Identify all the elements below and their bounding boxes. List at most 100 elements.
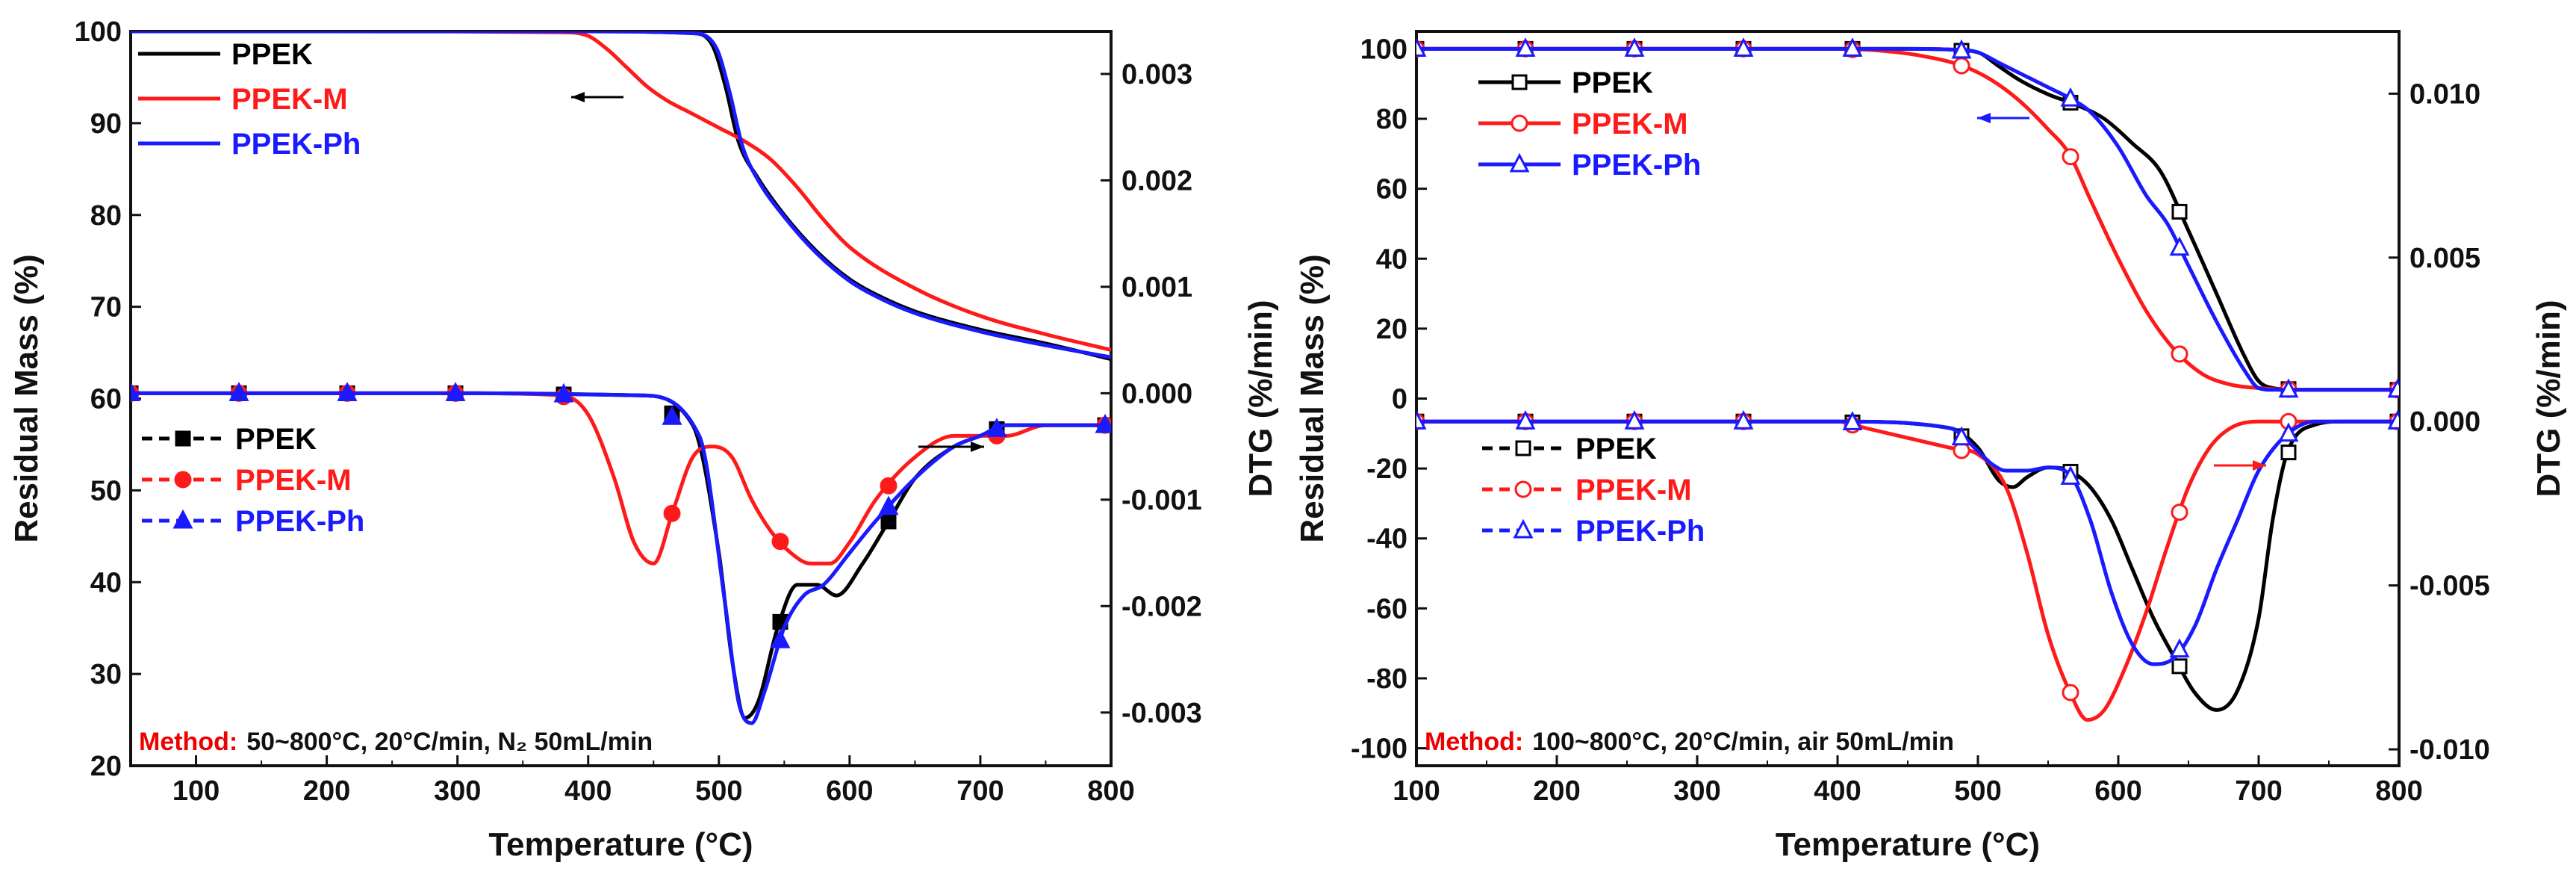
tg-marker-ppek-m: [2062, 148, 2079, 166]
tg-marker-ppek-ph: [1951, 39, 1972, 59]
legend-dtg: PPEK PPEK-M PPEK-Ph: [1482, 433, 1705, 548]
y-tick-label: 20: [1376, 314, 1407, 345]
tg-marker-ppek-ph: [1624, 37, 1645, 57]
dtg-marker-ppek-ph: [1733, 409, 1754, 430]
dtg-marker-ppek-ph: [1624, 409, 1645, 430]
tg-line-ppek: [1416, 46, 2399, 392]
x-tick-label: 800: [1087, 775, 1134, 807]
dtg-marker-ppek-ph: [986, 418, 1007, 437]
x-tick-label: 500: [695, 775, 742, 807]
legend-tg: PPEK PPEK-M PPEK-Ph: [1478, 66, 1701, 182]
y2-tick-label: 0.001: [1121, 272, 1192, 303]
x-tick-label: 300: [1673, 775, 1720, 807]
y2-tick-label: 0.010: [2409, 78, 2480, 110]
dtg-marker-ppek-m: [880, 477, 897, 495]
x-axis-label: Temperature (°C): [1776, 826, 2040, 863]
y-tick-label: -20: [1366, 453, 1407, 485]
tg-marker-ppek-ph: [2060, 87, 2081, 107]
y-tick-label: 50: [90, 475, 122, 507]
chart-panel-left: 100 200 300 400 500 600 700 800 20 30 40 50 60 70 80 90…: [8, 16, 1279, 863]
dtg-marker-ppek-ph: [878, 495, 899, 515]
y2-axis-label: DTG (%/min): [2530, 300, 2567, 498]
legend-dtg-item: PPEK: [1482, 433, 1657, 465]
legend-dtg-item: PPEK-M: [142, 464, 352, 497]
legend-label: PPEK-Ph: [1575, 515, 1705, 548]
dtg-marker-ppek-ph: [1095, 413, 1111, 433]
dtg-marker-ppek-ph: [2169, 638, 2190, 658]
x-tick-label: 200: [303, 775, 350, 807]
x-tick-label: 700: [2235, 775, 2282, 807]
dtg-marker-ppek: [2171, 658, 2188, 675]
dtg-marker-ppek-ph: [1951, 426, 1972, 446]
tg-marker-ppek-ph: [1416, 37, 1427, 57]
y2-tick-label: 0.002: [1121, 165, 1192, 196]
y-tick-label: 100: [1360, 34, 1407, 65]
legend-label: PPEK: [1575, 433, 1657, 465]
x-tick-label: 600: [2094, 775, 2141, 807]
dtg-marker-ppek-m: [2062, 684, 2079, 702]
dtg-marker-ppek-ph: [2060, 465, 2081, 485]
y-tick-label: -60: [1366, 593, 1407, 625]
legend-label: PPEK-M: [235, 464, 352, 497]
y2-tick-label: -0.010: [2409, 734, 2490, 766]
legend-label: PPEK-Ph: [235, 505, 364, 538]
x-tick-label: 400: [1814, 775, 1861, 807]
x-tick-label: 500: [1954, 775, 2001, 807]
legend-marker: [1514, 480, 1532, 498]
y2-axis-label: DTG (%/min): [1242, 300, 1279, 498]
legend-dtg-item: PPEK-M: [1482, 474, 1692, 507]
legend-dtg-item: PPEK: [142, 423, 317, 456]
legend-tg-item: PPEK-M: [1478, 108, 1688, 140]
x-tick-label: 400: [564, 775, 612, 807]
method-annotation: Method: 100~800°C, 20°C/min, air 50mL/min: [1425, 728, 1954, 756]
tg-axis-arrow: [1977, 113, 2029, 123]
y-tick-label: 0: [1392, 384, 1407, 415]
x-tick-label: 100: [172, 775, 220, 807]
dtg-marker-ppek-ph: [1416, 409, 1427, 430]
y-tick-label: 90: [90, 108, 122, 140]
dtg-marker-ppek-m: [2171, 504, 2188, 521]
dtg-axis-arrow: [2214, 460, 2266, 471]
y2-tick-label: -0.001: [1121, 485, 1202, 516]
legend-marker: [1515, 440, 1531, 456]
dtg-marker-ppek-ph: [553, 383, 574, 403]
y-tick-label: 100: [75, 16, 122, 48]
legend-marker: [172, 509, 193, 529]
x-tick-label: 800: [2375, 775, 2422, 807]
y-tick-label: 30: [90, 659, 122, 690]
tg-marker-ppek-ph: [2387, 378, 2399, 398]
tg-marker-ppek-ph: [2278, 378, 2299, 398]
legend-dtg: PPEK PPEK-M PPEK-Ph: [142, 423, 364, 538]
dtg-marker-ppek-ph: [770, 628, 791, 648]
dtg-axis-arrow: [918, 442, 984, 452]
y2-tick-label: 0.005: [2409, 243, 2480, 274]
dtg-marker-ppek-ph: [445, 382, 466, 401]
dtg-marker-ppek-ph: [2278, 422, 2299, 442]
legend-tg-item: PPEK: [138, 38, 313, 71]
tg-line-ppek-m: [1416, 46, 2399, 392]
y-axis-label: Residual Mass (%): [1294, 254, 1331, 542]
x-tick-label: 100: [1393, 775, 1440, 807]
x-tick-label: 600: [826, 775, 873, 807]
legend-marker: [1511, 74, 1528, 90]
legend-label: PPEK-Ph: [1572, 149, 1701, 182]
legend-tg-item: PPEK-Ph: [138, 128, 361, 161]
x-tick-label: 200: [1533, 775, 1580, 807]
tg-marker-ppek-ph: [1842, 37, 1863, 57]
legend-label: PPEK-Ph: [231, 128, 361, 161]
y-tick-label: -80: [1366, 663, 1407, 695]
curves: [131, 31, 1111, 725]
legend-tg-item: PPEK: [1478, 66, 1653, 99]
legend-dtg-item: PPEK-Ph: [1482, 515, 1705, 548]
legend-dtg-item: PPEK-Ph: [142, 505, 364, 538]
legend-tg-item: PPEK-M: [138, 83, 348, 116]
dtg-marker-ppek-ph: [662, 406, 682, 425]
legend-tg: PPEK PPEK-M PPEK-Ph: [138, 38, 361, 161]
curves: [1416, 37, 2399, 722]
dtg-marker-ppek-ph: [228, 382, 249, 401]
y-tick-label: 20: [90, 751, 122, 782]
dtg-marker-ppek-ph: [1842, 411, 1863, 430]
legend-label: PPEK: [231, 38, 313, 71]
method-text: 100~800°C, 20°C/min, air 50mL/min: [1532, 728, 1954, 756]
